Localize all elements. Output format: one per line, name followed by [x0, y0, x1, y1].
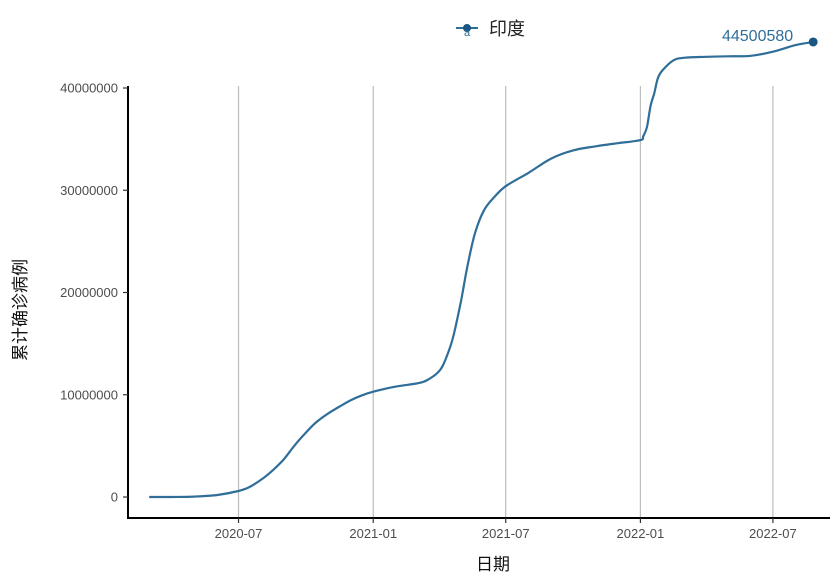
y-tick-label: 40000000	[60, 81, 118, 96]
series-line-india	[149, 40, 814, 499]
y-tick-label: 10000000	[60, 387, 118, 402]
x-tick-label: 2021-07	[482, 526, 530, 541]
legend: a 印度	[455, 14, 525, 42]
y-tick-label: 30000000	[60, 183, 118, 198]
end-value-label: 44500580	[722, 28, 793, 45]
x-tick-label: 2022-01	[617, 526, 665, 541]
legend-label: 印度	[489, 19, 525, 40]
x-tick-label: 2022-07	[749, 526, 797, 541]
y-axis-title: 累计确诊病例	[11, 259, 31, 361]
x-tick-label: 2021-01	[349, 526, 397, 541]
y-tick-label: 0	[111, 490, 118, 505]
legend-line-marker-icon: a	[456, 24, 478, 39]
y-tick-label: 20000000	[60, 285, 118, 300]
series-end-point	[808, 37, 818, 47]
legend-key-letter: a	[464, 27, 471, 39]
x-tick-label: 2020-07	[215, 526, 263, 541]
legend-key: a	[455, 16, 479, 40]
x-axis-title: 日期	[476, 555, 510, 575]
